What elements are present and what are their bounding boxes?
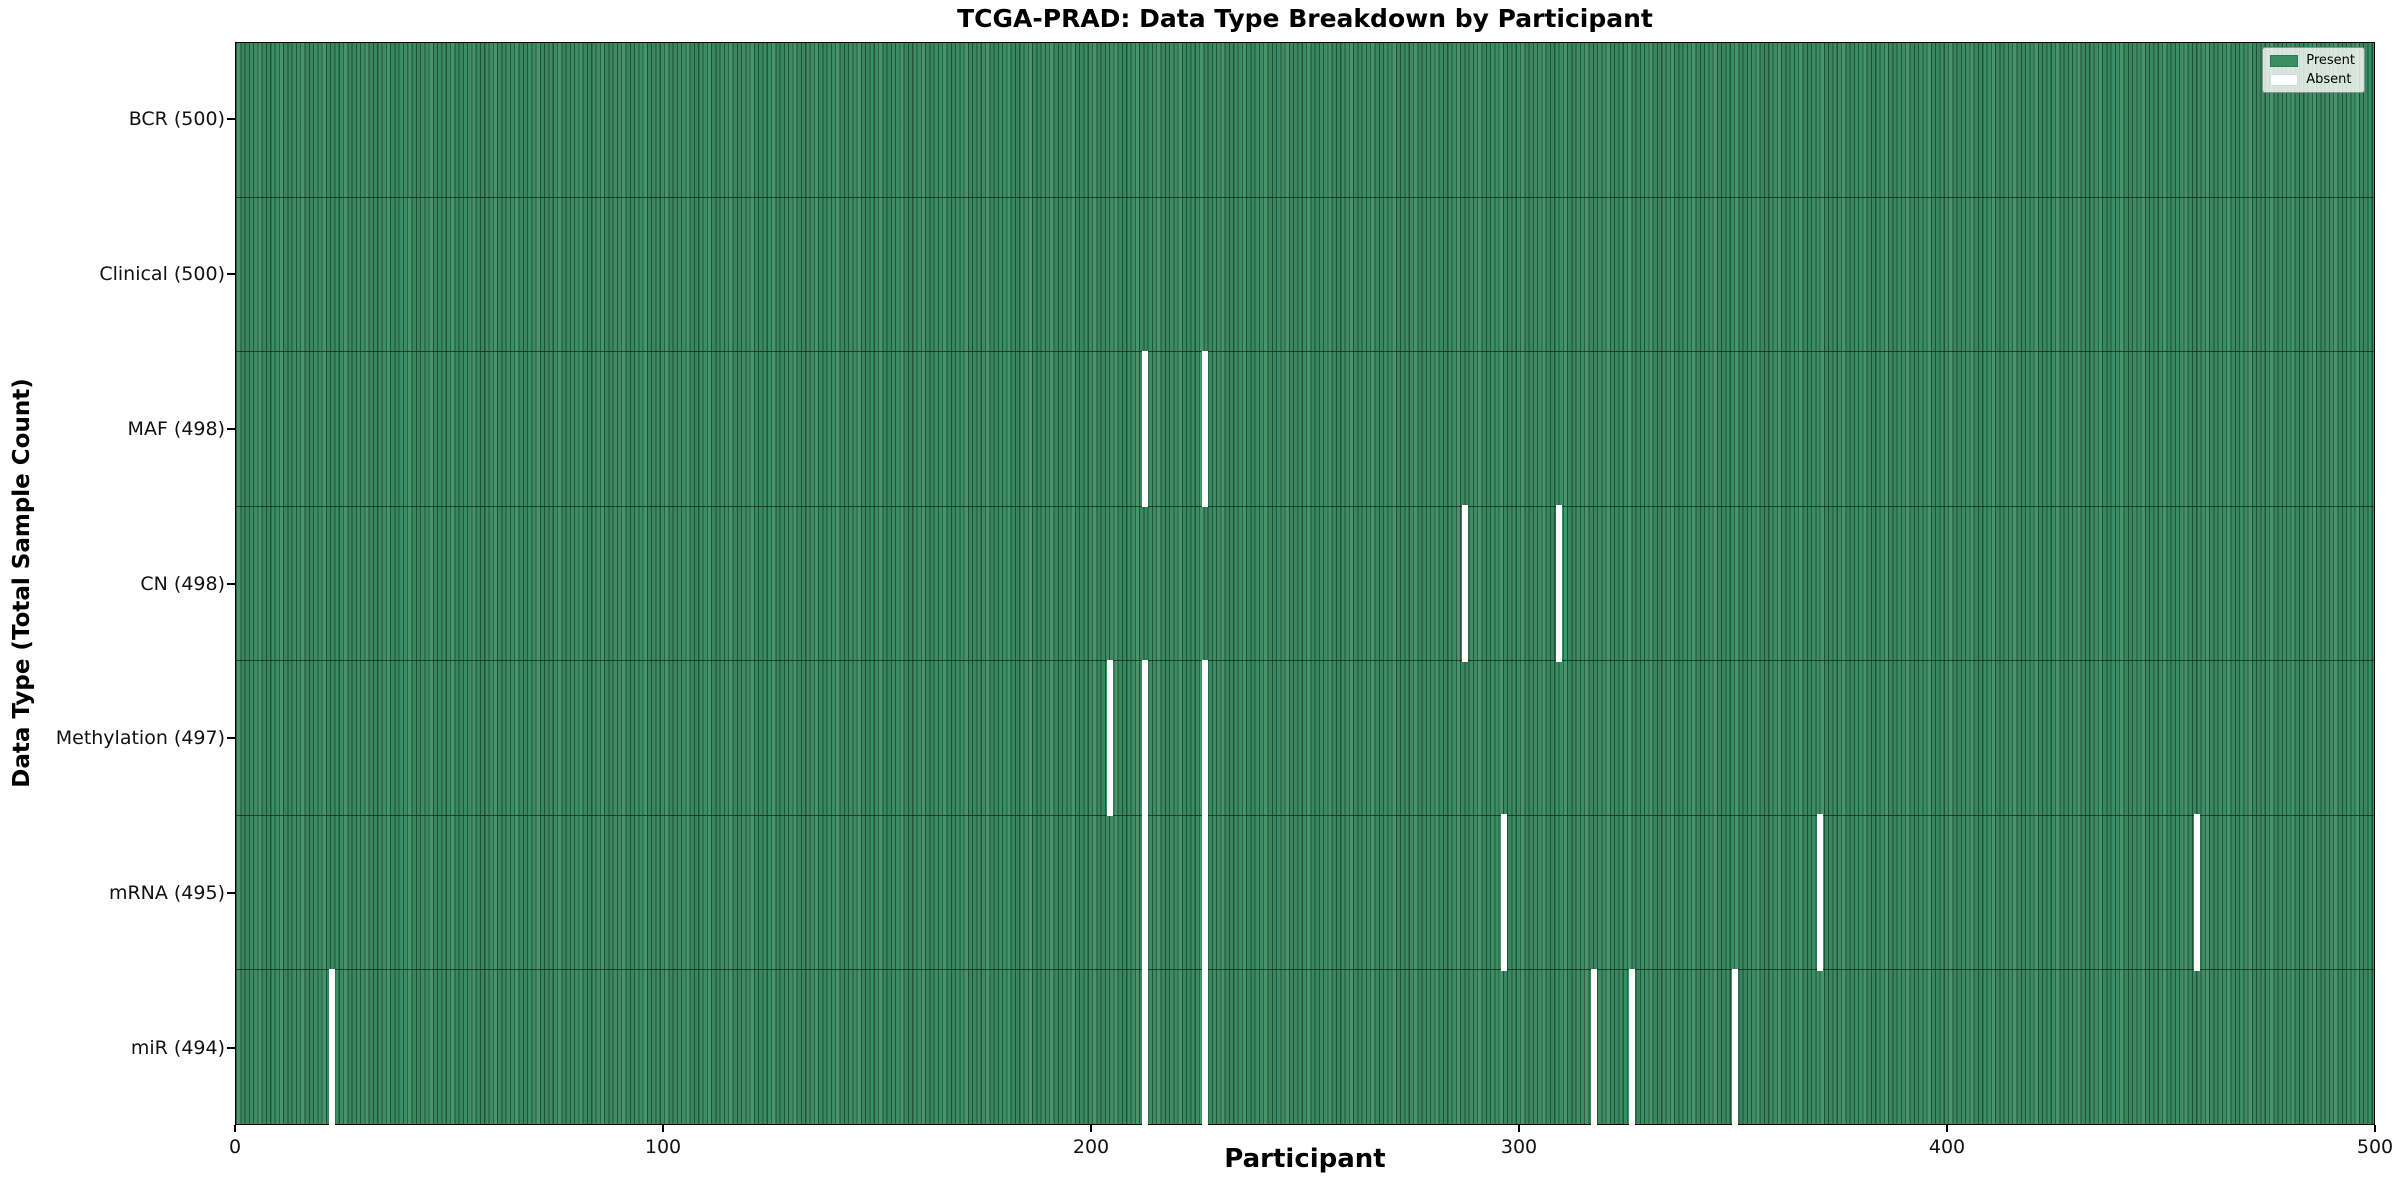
y-tick-mark xyxy=(227,582,235,585)
chart-row-mrna xyxy=(236,814,2374,971)
x-tick-mark xyxy=(662,1125,664,1132)
y-tick-mark xyxy=(227,273,235,276)
absent-gap-mrna-458 xyxy=(2193,814,2200,971)
legend-present-label: Present xyxy=(2306,53,2355,68)
x-tick-mark xyxy=(1090,1125,1092,1132)
absent-gap-mrna-370 xyxy=(1817,814,1824,971)
absent-gap-cn-287 xyxy=(1462,505,1469,662)
absent-gap-mir-22 xyxy=(329,968,336,1126)
absent-gap-mrna-296 xyxy=(1500,814,1507,971)
chart-row-bcr xyxy=(236,43,2374,197)
chart-title: TCGA-PRAD: Data Type Breakdown by Partic… xyxy=(957,4,1653,33)
absent-gap-methylation-204 xyxy=(1107,659,1114,817)
y-tick-mark xyxy=(227,427,235,430)
absent-gap-methylation-226 xyxy=(1201,659,1208,817)
y-tick-mark xyxy=(227,891,235,894)
absent-gap-maf-212 xyxy=(1141,350,1148,508)
absent-gap-mir-212 xyxy=(1141,968,1148,1126)
legend-item-absent: Absent xyxy=(2270,72,2355,87)
y-tick-mark xyxy=(227,118,235,121)
plot-area: Present Absent xyxy=(235,42,2375,1126)
chart-row-clinical xyxy=(236,196,2374,352)
y-tick-mark xyxy=(227,737,235,740)
legend-item-present: Present xyxy=(2270,53,2355,68)
y-tick-label-bcr: BCR (500) xyxy=(128,108,225,131)
absent-gap-mir-350 xyxy=(1731,968,1738,1126)
x-tick-mark xyxy=(2374,1125,2376,1132)
absent-gap-mir-326 xyxy=(1629,968,1636,1126)
absent-gap-mir-226 xyxy=(1201,968,1208,1126)
y-tick-label-maf: MAF (498) xyxy=(127,417,225,440)
x-tick-label-100: 100 xyxy=(644,1136,682,1158)
x-tick-mark xyxy=(1518,1125,1520,1132)
y-tick-label-mrna: mRNA (495) xyxy=(108,881,225,904)
absent-gap-mrna-212 xyxy=(1141,814,1148,971)
y-tick-label-cn: CN (498) xyxy=(140,572,225,595)
x-tick-label-500: 500 xyxy=(2356,1136,2394,1158)
y-tick-label-methylation: Methylation (497) xyxy=(55,727,225,750)
x-tick-label-300: 300 xyxy=(1500,1136,1538,1158)
x-tick-label-0: 0 xyxy=(228,1136,242,1158)
x-tick-label-400: 400 xyxy=(1928,1136,1966,1158)
legend-absent-swatch xyxy=(2270,73,2299,86)
legend-absent-label: Absent xyxy=(2306,72,2352,87)
absent-gap-cn-309 xyxy=(1556,505,1563,662)
chart-row-maf xyxy=(236,350,2374,508)
chart-row-mir xyxy=(236,968,2374,1126)
legend-present-swatch xyxy=(2270,54,2299,67)
x-tick-mark xyxy=(234,1125,236,1132)
y-tick-mark xyxy=(227,1046,235,1049)
x-tick-mark xyxy=(1946,1125,1948,1132)
chart-row-methylation xyxy=(236,659,2374,817)
x-axis-title: Participant xyxy=(1224,1144,1386,1174)
absent-gap-mir-317 xyxy=(1590,968,1597,1126)
chart-row-cn xyxy=(236,505,2374,662)
absent-gap-methylation-212 xyxy=(1141,659,1148,817)
x-tick-label-200: 200 xyxy=(1072,1136,1110,1158)
absent-gap-mrna-226 xyxy=(1201,814,1208,971)
absent-gap-maf-226 xyxy=(1201,350,1208,508)
legend: Present Absent xyxy=(2262,47,2365,93)
y-tick-label-clinical: Clinical (500) xyxy=(99,263,225,286)
y-tick-label-mir: miR (494) xyxy=(130,1036,225,1059)
